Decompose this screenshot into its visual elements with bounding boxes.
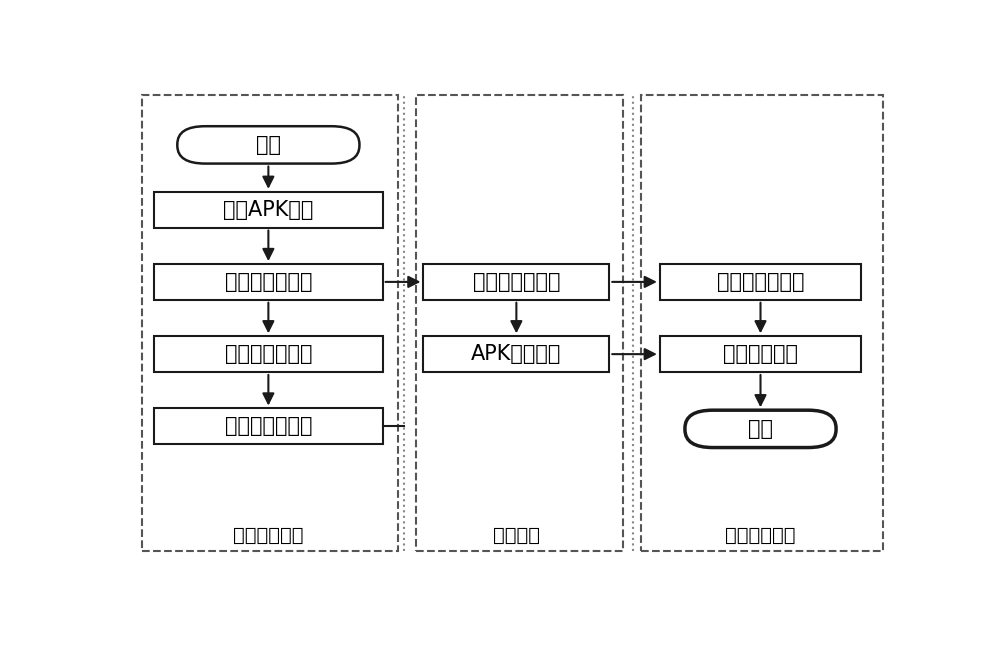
Text: 方法调用图构建: 方法调用图构建 xyxy=(225,272,312,292)
Text: 调用图预处理: 调用图预处理 xyxy=(233,525,304,545)
Text: 特征提取: 特征提取 xyxy=(493,525,540,545)
Text: 结束: 结束 xyxy=(748,419,773,439)
Text: APK特征表示: APK特征表示 xyxy=(471,344,562,364)
FancyBboxPatch shape xyxy=(177,126,359,164)
Bar xyxy=(142,95,398,551)
Bar xyxy=(660,336,861,372)
Text: 恶意家族聚类: 恶意家族聚类 xyxy=(723,344,798,364)
Bar xyxy=(416,95,623,551)
Bar xyxy=(154,336,383,372)
Bar xyxy=(660,264,861,300)
Text: 恶意家族聚类: 恶意家族聚类 xyxy=(725,525,796,545)
Bar xyxy=(423,336,609,372)
FancyBboxPatch shape xyxy=(685,410,836,448)
Bar xyxy=(423,264,609,300)
Bar xyxy=(641,95,883,551)
Text: 构建样本关系图: 构建样本关系图 xyxy=(717,272,804,292)
Text: 开始: 开始 xyxy=(256,135,281,155)
Bar xyxy=(154,408,383,444)
Text: 方法调用图精简: 方法调用图精简 xyxy=(225,344,312,364)
Bar xyxy=(154,192,383,228)
Text: 划分子图图嵌入: 划分子图图嵌入 xyxy=(473,272,560,292)
Text: 精简调用图划分: 精简调用图划分 xyxy=(225,417,312,436)
Text: 获取APK文件: 获取APK文件 xyxy=(223,200,314,220)
Bar xyxy=(154,264,383,300)
